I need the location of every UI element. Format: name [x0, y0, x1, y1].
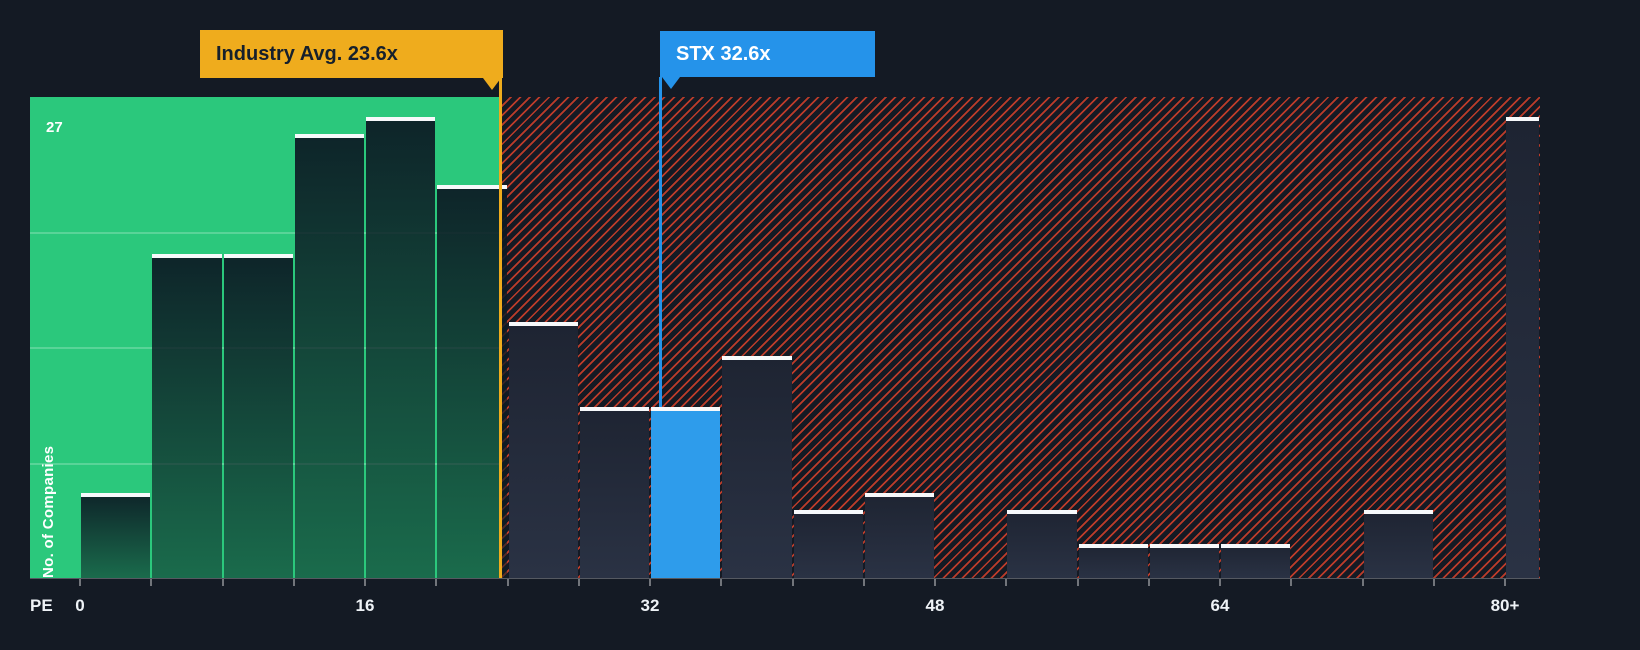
- x-axis-tick: [791, 579, 794, 586]
- x-axis-tick-label: 64: [1210, 596, 1230, 615]
- industry-average-callout: Industry Avg. 23.6x: [200, 30, 503, 90]
- x-axis-line: [30, 578, 1540, 579]
- x-axis-tick: [364, 579, 366, 586]
- histogram-bar[interactable]: [366, 117, 436, 578]
- x-axis-tick: [1219, 579, 1221, 586]
- company-marker-line: [659, 77, 663, 407]
- x-axis-tick-label: 32: [640, 596, 660, 615]
- x-axis-tick: [1076, 579, 1079, 586]
- y-axis-title: No. of Companies: [40, 445, 57, 578]
- x-axis-tick: [1005, 579, 1008, 586]
- x-axis-tick: [150, 579, 153, 586]
- y-axis-max-label: 27: [46, 119, 63, 136]
- gridline: [30, 231, 501, 234]
- histogram-bar[interactable]: [1078, 544, 1149, 578]
- x-axis-tick: [1432, 579, 1435, 586]
- x-axis-tick-label: 0: [75, 596, 85, 615]
- callout-pointer-icon: [662, 77, 680, 89]
- x-axis-unit-label: PE: [30, 596, 53, 615]
- histogram-bar[interactable]: [1149, 544, 1220, 578]
- histogram-bar[interactable]: [223, 254, 294, 578]
- x-axis-tick: [1361, 579, 1364, 586]
- histogram-bar-company[interactable]: [651, 407, 721, 578]
- histogram-bar[interactable]: [1221, 544, 1291, 578]
- histogram-bar[interactable]: [1506, 117, 1539, 578]
- histogram-bar[interactable]: [864, 493, 935, 578]
- x-axis-tick-label: 48: [925, 596, 945, 615]
- x-axis-tick: [862, 579, 865, 586]
- x-axis-tick: [292, 579, 295, 586]
- x-axis-tick: [435, 579, 438, 586]
- industry-average-line: [498, 78, 502, 578]
- histogram-bar[interactable]: [722, 356, 792, 578]
- histogram-bar[interactable]: [437, 185, 507, 578]
- histogram-bar[interactable]: [579, 407, 650, 578]
- x-axis-tick: [221, 579, 224, 586]
- histogram-bar[interactable]: [152, 254, 222, 578]
- histogram-bar[interactable]: [81, 493, 151, 578]
- x-axis-tick: [577, 579, 580, 586]
- x-axis-tick: [1290, 579, 1293, 586]
- x-axis-tick: [720, 579, 723, 586]
- x-axis-tick: [649, 579, 651, 586]
- plot-area: 27 No. of Companies: [30, 97, 1540, 578]
- x-axis-tick: [1147, 579, 1150, 586]
- x-axis-tick: [1504, 579, 1506, 586]
- histogram-bar[interactable]: [793, 510, 864, 578]
- histogram-bar[interactable]: [294, 134, 365, 578]
- callout-pointer-icon: [483, 78, 501, 90]
- x-axis-tick: [79, 579, 81, 586]
- x-axis-tick-label: 16: [355, 596, 375, 615]
- company-marker-label: STX 32.6x: [676, 42, 771, 65]
- histogram-bar[interactable]: [1007, 510, 1077, 578]
- x-axis-tick: [506, 579, 509, 586]
- company-callout: STX 32.6x: [660, 31, 875, 89]
- x-axis-tick-label: 80+: [1490, 596, 1520, 615]
- histogram-bar[interactable]: [1363, 510, 1434, 578]
- histogram-bar[interactable]: [508, 322, 579, 578]
- industry-average-label: Industry Avg. 23.6x: [216, 42, 398, 65]
- x-axis-tick: [934, 579, 936, 586]
